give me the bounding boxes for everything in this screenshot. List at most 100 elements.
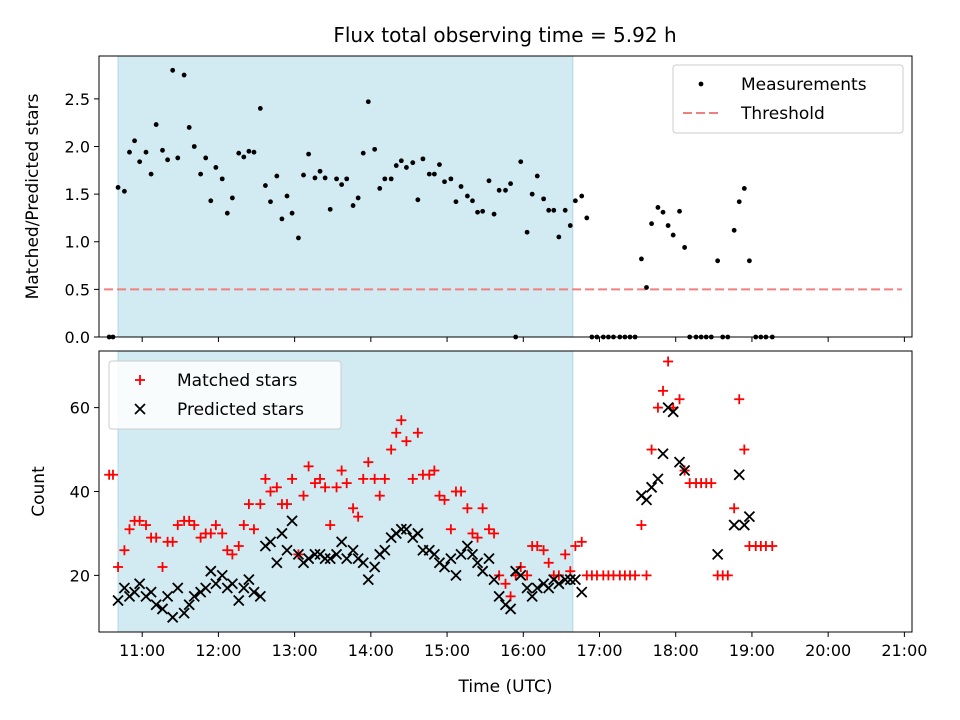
predicted-star-point xyxy=(521,582,533,594)
matched-star-point xyxy=(391,427,402,438)
y-tick-label: 1.0 xyxy=(65,233,90,252)
y-tick-label: 0.0 xyxy=(65,328,90,347)
measurement-point xyxy=(317,168,323,174)
measurement-point xyxy=(160,147,165,153)
measurement-point xyxy=(503,187,508,193)
measurement-point xyxy=(344,176,350,182)
measurement-point xyxy=(584,215,590,221)
predicted-star-point xyxy=(319,552,331,565)
predicted-star-point xyxy=(543,582,555,594)
measurement-point xyxy=(475,209,480,215)
measurement-point xyxy=(296,235,301,241)
matched-star-point xyxy=(538,545,549,556)
matched-star-point xyxy=(353,511,364,522)
count-x-ticks: 11:00 12:00 13:00 14:00 15:00 16:00 17:00 18:00… xyxy=(119,632,927,660)
matched-star-point xyxy=(401,436,412,447)
measurement-point xyxy=(551,207,557,213)
matched-star-point xyxy=(233,541,244,552)
predicted-star-point xyxy=(264,536,277,548)
measurement-point xyxy=(393,163,399,168)
matched-star-point xyxy=(532,541,543,552)
measurement-point xyxy=(127,149,132,155)
matched-star-point xyxy=(434,490,445,501)
count-points xyxy=(104,356,778,623)
predicted-star-point xyxy=(476,565,489,577)
predicted-star-point xyxy=(161,590,174,602)
matched-star-point xyxy=(331,482,342,493)
matched-star-point xyxy=(429,465,440,476)
matched-star-point xyxy=(172,520,183,531)
predicted-star-point xyxy=(728,519,740,531)
ratio-plot-frame xyxy=(98,55,913,338)
legend-threshold-label: Threshold xyxy=(740,104,825,124)
x-tick-label: 14:00 xyxy=(348,641,394,660)
measurement-point xyxy=(398,158,404,164)
measurement-point xyxy=(143,149,149,155)
legend-measurements-marker xyxy=(698,81,704,87)
predicted-star-point xyxy=(324,552,336,565)
matched-star-point xyxy=(195,532,206,543)
measurement-point xyxy=(426,171,432,177)
measurement-point xyxy=(404,165,409,170)
measurement-point xyxy=(365,99,371,105)
measurement-point xyxy=(731,227,737,233)
measurement-point xyxy=(268,199,273,205)
matched-star-point xyxy=(396,415,407,426)
matched-star-point xyxy=(358,473,369,484)
predicted-star-point xyxy=(553,578,565,590)
measurement-point xyxy=(677,208,682,214)
matched-star-point xyxy=(124,524,135,535)
predicted-star-point xyxy=(673,456,686,468)
predicted-star-point xyxy=(205,565,217,577)
matched-star-point xyxy=(248,524,259,535)
measurement-point xyxy=(115,185,121,190)
predicted-star-point xyxy=(640,494,653,506)
measurement-point xyxy=(486,178,492,184)
matched-star-point xyxy=(119,545,130,556)
x-tick-label: 11:00 xyxy=(119,641,165,660)
matched-star-point xyxy=(674,394,685,405)
matched-star-point xyxy=(151,532,162,543)
matched-star-point xyxy=(141,520,152,531)
x-tick-label: 16:00 xyxy=(500,641,546,660)
measurement-point xyxy=(289,210,295,216)
matched-star-point xyxy=(630,570,641,581)
matched-star-point xyxy=(134,515,145,526)
matched-star-point xyxy=(767,541,778,552)
predicted-star-point xyxy=(156,603,169,615)
measurement-point xyxy=(388,176,394,182)
legend-measurements-label: Measurements xyxy=(741,75,867,95)
matched-star-point xyxy=(462,503,473,514)
predicted-star-point xyxy=(569,573,582,586)
count-legend-box xyxy=(108,360,342,430)
matched-star-point xyxy=(570,541,581,552)
predicted-star-point xyxy=(243,573,255,586)
matched-star-point xyxy=(157,561,168,572)
legend-matched-marker xyxy=(135,375,145,385)
y-tick-label: 1.5 xyxy=(65,185,90,204)
predicted-star-point xyxy=(657,448,669,460)
predicted-star-point xyxy=(395,523,407,535)
y-tick-label: 2.0 xyxy=(65,137,90,156)
matched-star-point xyxy=(424,469,435,480)
predicted-star-point xyxy=(233,594,245,607)
legend-predicted-label: Predicted stars xyxy=(177,400,304,420)
ratio-y-ticks: 0.0 0.5 1.0 1.5 2.0 2.5 xyxy=(65,90,99,347)
measurement-point xyxy=(567,223,573,228)
y-tick-label: 2.5 xyxy=(65,90,90,109)
predicted-star-point xyxy=(645,481,658,493)
matched-star-point xyxy=(107,469,118,480)
matched-star-point xyxy=(189,520,200,531)
measurement-point xyxy=(181,72,187,78)
predicted-star-point xyxy=(712,548,724,561)
matched-star-point xyxy=(652,402,663,413)
measurement-point xyxy=(301,172,306,178)
matched-star-point xyxy=(734,394,745,405)
measurement-point xyxy=(257,105,263,111)
measurement-point xyxy=(251,149,257,155)
measurement-point xyxy=(191,144,197,149)
predicted-star-point xyxy=(238,582,250,594)
predicted-star-point xyxy=(412,527,424,540)
matched-star-point xyxy=(184,515,195,526)
matched-star-point xyxy=(217,528,228,539)
